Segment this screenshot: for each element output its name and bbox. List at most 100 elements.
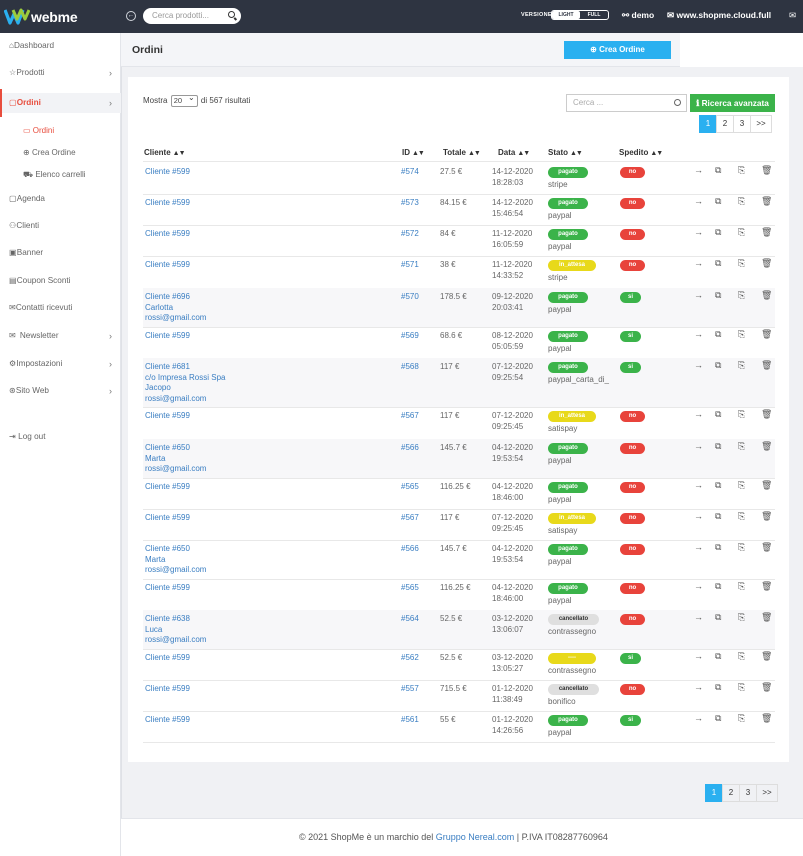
- customer-link[interactable]: Cliente #599: [145, 684, 190, 693]
- version-toggle[interactable]: LIGHT FULL: [551, 10, 609, 20]
- edit-icon[interactable]: ⧉: [715, 511, 722, 521]
- trash-icon[interactable]: 🗑: [761, 612, 773, 622]
- print-icon[interactable]: ⎘: [738, 258, 746, 268]
- customer-link[interactable]: Cliente #696: [145, 292, 190, 301]
- trash-icon[interactable]: 🗑: [761, 542, 773, 552]
- customer-link[interactable]: Cliente #599: [145, 513, 190, 522]
- print-icon[interactable]: ⎘: [738, 682, 746, 692]
- order-id-link[interactable]: #565: [401, 583, 419, 592]
- edit-icon[interactable]: ⧉: [715, 409, 722, 419]
- page-next-button[interactable]: >>: [750, 115, 772, 133]
- print-icon[interactable]: ⎘: [738, 227, 746, 237]
- header-data[interactable]: Data ▲▼: [498, 148, 530, 157]
- print-icon[interactable]: ⎘: [738, 360, 746, 370]
- order-id-link[interactable]: #557: [401, 684, 419, 693]
- customer-link[interactable]: Cliente #599: [145, 715, 190, 724]
- page-button[interactable]: 1: [705, 784, 723, 802]
- order-id-link[interactable]: #571: [401, 260, 419, 269]
- search-icon[interactable]: [228, 11, 235, 18]
- arrow-right-icon[interactable]: →: [694, 441, 703, 451]
- sidebar-item-logout[interactable]: ⇥ Log out: [0, 427, 121, 447]
- header-cliente[interactable]: Cliente ▲▼: [144, 148, 186, 157]
- customer-link[interactable]: Cliente #599: [145, 583, 190, 592]
- arrow-right-icon[interactable]: →: [694, 612, 703, 622]
- back-icon[interactable]: ←: [126, 11, 136, 21]
- trash-icon[interactable]: 🗑: [761, 360, 773, 370]
- order-id-link[interactable]: #567: [401, 411, 419, 420]
- trash-icon[interactable]: 🗑: [761, 290, 773, 300]
- customer-link[interactable]: Cliente #599: [145, 653, 190, 662]
- customer-link[interactable]: Cliente #599: [145, 411, 190, 420]
- orders-search-input[interactable]: Cerca ...: [566, 94, 687, 112]
- arrow-right-icon[interactable]: →: [694, 581, 703, 591]
- arrow-right-icon[interactable]: →: [694, 480, 703, 490]
- print-icon[interactable]: ⎘: [738, 196, 746, 206]
- header-stato[interactable]: Stato ▲▼: [548, 148, 583, 157]
- sidebar-item-prodotti[interactable]: ☆Prodotti ›: [0, 63, 121, 83]
- order-id-link[interactable]: #569: [401, 331, 419, 340]
- header-totale[interactable]: Totale ▲▼: [443, 148, 481, 157]
- print-icon[interactable]: ⎘: [738, 480, 746, 490]
- edit-icon[interactable]: ⧉: [715, 713, 722, 723]
- edit-icon[interactable]: ⧉: [715, 227, 722, 237]
- edit-icon[interactable]: ⧉: [715, 329, 722, 339]
- sidebar-item-coupon[interactable]: ▤Coupon Sconti: [0, 271, 121, 291]
- print-icon[interactable]: ⎘: [738, 612, 746, 622]
- arrow-right-icon[interactable]: →: [694, 196, 703, 206]
- site-link[interactable]: ✉ www.shopme.cloud.full: [667, 10, 771, 21]
- sort-icon[interactable]: ▲▼: [412, 150, 425, 157]
- edit-icon[interactable]: ⧉: [715, 651, 722, 661]
- sidebar-item-newsletter[interactable]: ✉ Newsletter ›: [0, 326, 121, 346]
- customer-link[interactable]: Cliente #650: [145, 544, 190, 553]
- mail-icon[interactable]: ✉: [789, 10, 797, 20]
- search-icon[interactable]: [674, 99, 681, 106]
- trash-icon[interactable]: 🗑: [761, 651, 773, 661]
- customer-link[interactable]: Cliente #599: [145, 331, 190, 340]
- sidebar-item-ordini[interactable]: ▢Ordini ›: [0, 89, 121, 117]
- edit-icon[interactable]: ⧉: [715, 581, 722, 591]
- edit-icon[interactable]: ⧉: [715, 360, 722, 370]
- arrow-right-icon[interactable]: →: [694, 409, 703, 419]
- page-button[interactable]: 3: [739, 784, 757, 802]
- arrow-right-icon[interactable]: →: [694, 360, 703, 370]
- trash-icon[interactable]: 🗑: [761, 165, 773, 175]
- toggle-full[interactable]: FULL: [587, 12, 601, 18]
- sort-icon[interactable]: ▲▼: [172, 150, 186, 157]
- edit-icon[interactable]: ⧉: [715, 480, 722, 490]
- customer-link[interactable]: Cliente #638: [145, 614, 190, 623]
- edit-icon[interactable]: ⧉: [715, 542, 722, 552]
- product-search-input[interactable]: Cerca prodotti...: [143, 8, 241, 24]
- create-order-button[interactable]: ⊕ Crea Ordine: [564, 41, 671, 59]
- arrow-right-icon[interactable]: →: [694, 682, 703, 692]
- order-id-link[interactable]: #568: [401, 362, 419, 371]
- order-id-link[interactable]: #565: [401, 482, 419, 491]
- arrow-right-icon[interactable]: →: [694, 227, 703, 237]
- page-button[interactable]: 2: [722, 784, 740, 802]
- submenu-item-elenco-carrelli[interactable]: ⛟ Elenco carrelli: [23, 170, 86, 180]
- page-size-select[interactable]: 20: [170, 93, 198, 107]
- print-icon[interactable]: ⎘: [738, 290, 746, 300]
- order-id-link[interactable]: #572: [401, 229, 419, 238]
- order-id-link[interactable]: #574: [401, 167, 419, 176]
- arrow-right-icon[interactable]: →: [694, 511, 703, 521]
- edit-icon[interactable]: ⧉: [715, 165, 722, 175]
- arrow-right-icon[interactable]: →: [694, 290, 703, 300]
- trash-icon[interactable]: 🗑: [761, 196, 773, 206]
- order-id-link[interactable]: #566: [401, 443, 419, 452]
- trash-icon[interactable]: 🗑: [761, 480, 773, 490]
- sidebar-item-contatti[interactable]: ✉Contatti ricevuti: [0, 298, 121, 318]
- trash-icon[interactable]: 🗑: [761, 409, 773, 419]
- page-button[interactable]: 3: [733, 115, 751, 133]
- customer-link[interactable]: Cliente #650: [145, 443, 190, 452]
- sidebar-item-agenda[interactable]: ▢Agenda: [0, 189, 121, 209]
- user-menu[interactable]: ⚯ demo: [622, 10, 654, 21]
- customer-link[interactable]: Cliente #599: [145, 260, 190, 269]
- edit-icon[interactable]: ⧉: [715, 196, 722, 206]
- order-id-link[interactable]: #570: [401, 292, 419, 301]
- print-icon[interactable]: ⎘: [738, 581, 746, 591]
- print-icon[interactable]: ⎘: [738, 511, 746, 521]
- edit-icon[interactable]: ⧉: [715, 258, 722, 268]
- arrow-right-icon[interactable]: →: [694, 258, 703, 268]
- order-id-link[interactable]: #561: [401, 715, 419, 724]
- trash-icon[interactable]: 🗑: [761, 511, 773, 521]
